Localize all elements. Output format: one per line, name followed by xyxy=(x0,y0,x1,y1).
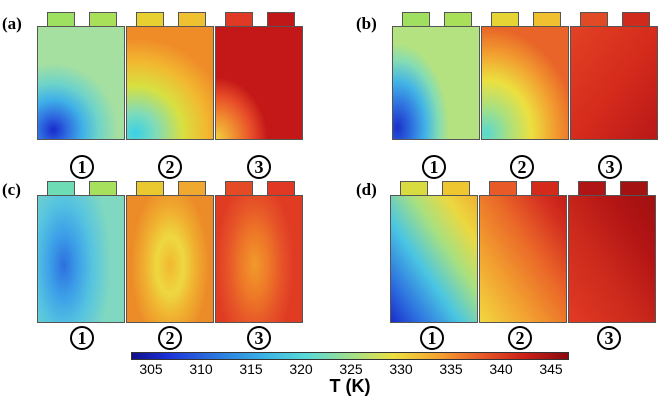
circle-label-a1: 1 xyxy=(70,155,94,179)
panel-label-d: (d) xyxy=(356,180,377,199)
tab xyxy=(489,181,517,196)
tab xyxy=(136,12,164,27)
tab xyxy=(531,181,559,196)
circle-label-d2: 2 xyxy=(508,326,532,350)
cell-body xyxy=(126,195,214,323)
tab xyxy=(267,181,295,196)
circle-label-a3: 3 xyxy=(247,155,271,179)
tab xyxy=(47,181,75,196)
circle-label-b2: 2 xyxy=(510,155,534,179)
tab xyxy=(225,181,253,196)
tab xyxy=(580,12,608,27)
tab xyxy=(47,12,75,27)
colorbar-tick: 320 xyxy=(289,361,313,377)
cell-body xyxy=(390,195,478,323)
panel-label-a: (a) xyxy=(2,14,22,33)
tab xyxy=(533,12,561,27)
colorbar-tick: 310 xyxy=(189,361,213,377)
tab xyxy=(89,12,117,27)
tab xyxy=(136,181,164,196)
cell-body xyxy=(37,26,125,140)
colorbar-tick: 325 xyxy=(339,361,363,377)
cell-body xyxy=(37,195,125,323)
panel-label-b: (b) xyxy=(356,14,377,33)
colorbar xyxy=(131,352,569,360)
circle-label-d3: 3 xyxy=(597,326,621,350)
tab xyxy=(620,181,648,196)
tab xyxy=(267,12,295,27)
cell-body xyxy=(481,26,569,140)
circle-label-d1: 1 xyxy=(420,326,444,350)
tab xyxy=(400,181,428,196)
cell-body xyxy=(570,26,658,140)
colorbar-tick: 345 xyxy=(539,361,563,377)
cell-body xyxy=(568,195,656,323)
circle-label-c1: 1 xyxy=(70,326,94,350)
colorbar-tick: 330 xyxy=(389,361,413,377)
tab xyxy=(225,12,253,27)
cell-body xyxy=(215,26,303,140)
tab xyxy=(491,12,519,27)
circle-label-b3: 3 xyxy=(598,155,622,179)
tab xyxy=(622,12,650,27)
tab xyxy=(178,12,206,27)
circle-label-a2: 2 xyxy=(158,155,182,179)
circle-label-c3: 3 xyxy=(247,326,271,350)
colorbar-tick: 315 xyxy=(239,361,263,377)
colorbar-tick: 335 xyxy=(439,361,463,377)
circle-label-c2: 2 xyxy=(158,326,182,350)
tab xyxy=(444,12,472,27)
cell-body xyxy=(215,195,303,323)
colorbar-tick: 340 xyxy=(489,361,513,377)
tab xyxy=(442,181,470,196)
tab xyxy=(89,181,117,196)
circle-label-b1: 1 xyxy=(422,155,446,179)
tab xyxy=(402,12,430,27)
tab xyxy=(578,181,606,196)
colorbar-title: T (K) xyxy=(329,376,371,396)
colorbar-tick: 305 xyxy=(139,361,163,377)
tab xyxy=(178,181,206,196)
cell-body xyxy=(392,26,480,140)
cell-body xyxy=(479,195,567,323)
cell-body xyxy=(126,26,214,140)
panel-label-c: (c) xyxy=(2,180,21,199)
